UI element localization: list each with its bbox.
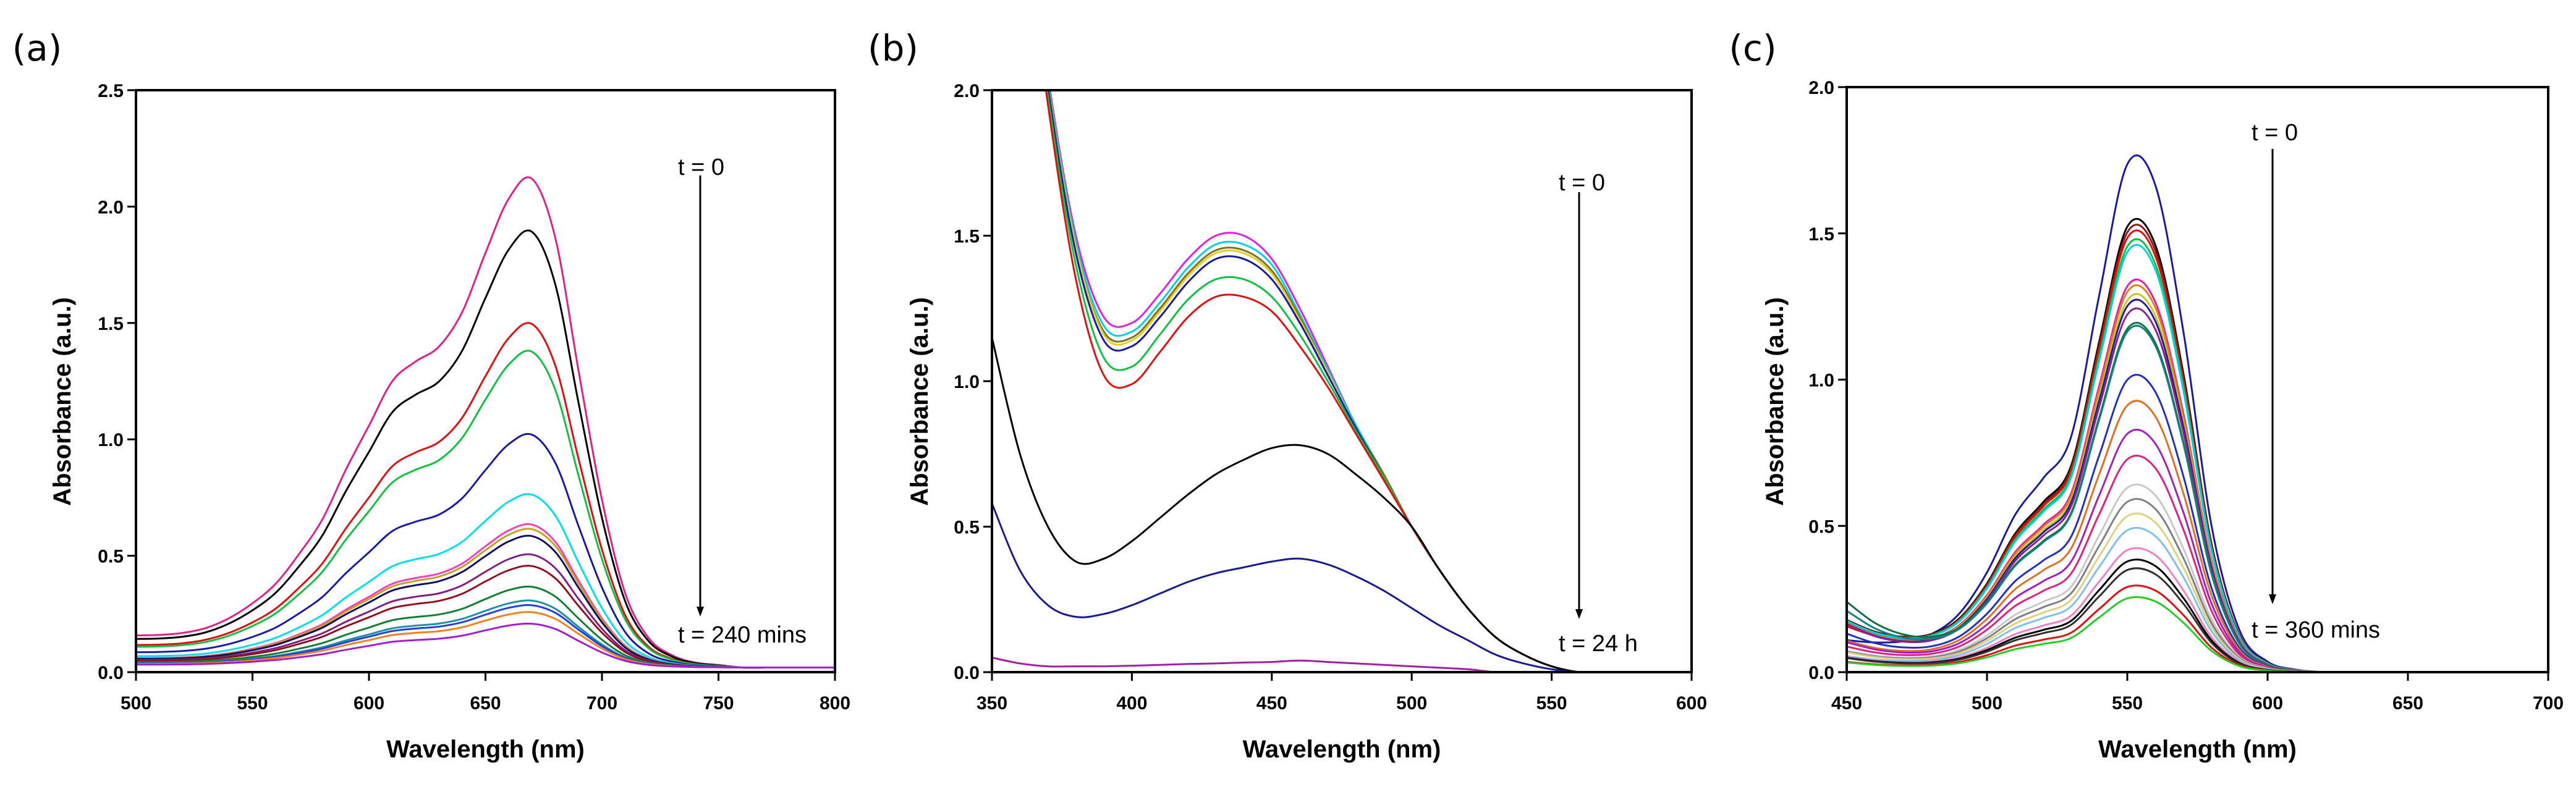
series-line-5 [1047,90,1692,672]
series-group [136,176,835,669]
series-line-3 [136,322,835,669]
x-tick-label: 800 [820,693,850,714]
y-tick-label: 0.5 [954,518,980,538]
x-tick-label: 550 [237,693,268,714]
series-line-7 [1044,90,1692,672]
series-line-16 [1847,428,2548,672]
y-tick-label: 1.0 [954,372,980,392]
series-line-10 [992,657,1692,672]
annotation-end: t = 240 mins [678,622,807,648]
y-tick-label: 0.5 [1808,516,1834,537]
x-tick-label: 700 [2533,693,2564,714]
series-line-2 [136,229,835,669]
y-tick-label: 0.0 [98,663,124,683]
y-tick-label: 2.0 [954,81,980,101]
x-tick-label: 600 [1676,693,1707,714]
series-line-15 [1847,400,2548,672]
x-tick-label: 600 [354,693,384,714]
y-tick-label: 1.5 [954,227,980,247]
series-line-13 [1847,324,2548,672]
annotation-end: t = 24 h [1559,631,1638,657]
x-tick-label: 450 [1256,693,1287,714]
panel-a: 500 550 600 650 700 750 800 0.0 0.5 1.0 1.5 2.0 2.5 W… [12,27,850,763]
annotation-end: t = 360 mins [2252,617,2380,643]
y-tick-label: 1.0 [1808,371,1834,391]
arrow-down-icon [1575,609,1583,619]
x-tick-label: 650 [470,693,501,714]
series-line-23 [1847,558,2548,672]
x-tick-label: 500 [1396,693,1427,714]
x-tick-label: 550 [1536,693,1567,714]
series-line-2 [1048,90,1692,672]
x-axis-title: Wavelength (nm) [1243,736,1441,763]
x-tick-label: 400 [1116,693,1147,714]
panel-c: 450 500 550 600 650 700 0.0 0.5 1.0 1.5 2.0 Wavelen… [1729,27,2564,763]
y-axis-title: Absorbance (a.u.) [49,297,76,506]
series-group [992,90,1692,672]
series-line-14 [1847,374,2548,672]
y-axis-title: Absorbance (a.u.) [1761,297,1789,506]
y-tick-label: 2.5 [98,81,124,101]
series-line-10 [1847,298,2548,672]
series-line-1 [1049,90,1692,672]
panel-label: (b) [868,27,918,69]
series-line-22 [1847,547,2548,672]
y-tick-label: 1.0 [98,430,124,450]
series-line-26 [1847,596,2548,672]
series-line-6 [1046,90,1692,672]
x-tick-label: 650 [2392,693,2423,714]
series-line-21 [1847,526,2548,672]
series-line-1 [136,176,835,669]
x-axis-title: Wavelength (nm) [2098,736,2297,763]
series-group [1847,154,2548,672]
x-tick-label: 750 [703,693,734,714]
series-line-1 [1847,154,2548,672]
annotation-start: t = 0 [2252,120,2298,146]
series-line-18 [1847,483,2548,672]
panel-label: (a) [12,27,62,69]
series-line-8 [1847,284,2548,672]
series-line-3 [1048,90,1692,672]
y-tick-label: 0.5 [98,547,124,567]
series-line-20 [1847,512,2548,672]
series-line-8 [992,337,1692,672]
x-tick-label: 550 [2112,693,2143,714]
y-tick-label: 0.0 [1808,663,1834,683]
y-axis-title: Absorbance (a.u.) [906,297,933,506]
x-tick-label: 350 [977,693,1007,714]
arrow-down-icon [697,607,704,617]
series-line-16 [136,622,835,668]
series-line-25 [1847,584,2548,672]
y-tick-label: 2.0 [1808,78,1834,98]
x-tick-label: 500 [121,693,151,714]
y-tick-label: 1.5 [1808,224,1834,245]
panel-label: (c) [1729,27,1776,69]
x-axis-title: Wavelength (nm) [386,736,585,763]
x-tick-label: 500 [1972,693,2002,714]
x-tick-label: 450 [1831,693,1862,714]
y-tick-label: 0.0 [954,663,980,683]
y-tick-label: 2.0 [98,197,124,217]
annotation-start: t = 0 [1559,170,1605,196]
series-line-6 [1847,243,2548,672]
arrow-down-icon [2269,594,2276,604]
panel-b: 350 400 450 500 550 600 0.0 0.5 1.0 1.5 2.0 Wavelen… [868,27,1707,763]
x-tick-label: 700 [587,693,617,714]
y-tick-label: 1.5 [98,314,124,334]
series-line-17 [1847,455,2548,672]
series-line-4 [1048,90,1692,672]
plot-frame [135,89,836,673]
series-line-19 [1847,498,2548,672]
x-tick-label: 600 [2252,693,2283,714]
series-line-24 [1847,567,2548,672]
